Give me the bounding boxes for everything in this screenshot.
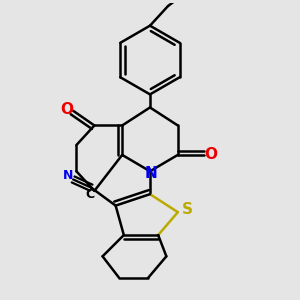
Text: N: N [144,167,157,182]
Text: N: N [63,169,74,182]
Text: C: C [85,188,94,201]
Text: S: S [182,202,193,217]
Text: O: O [61,102,74,117]
Text: O: O [205,147,218,162]
